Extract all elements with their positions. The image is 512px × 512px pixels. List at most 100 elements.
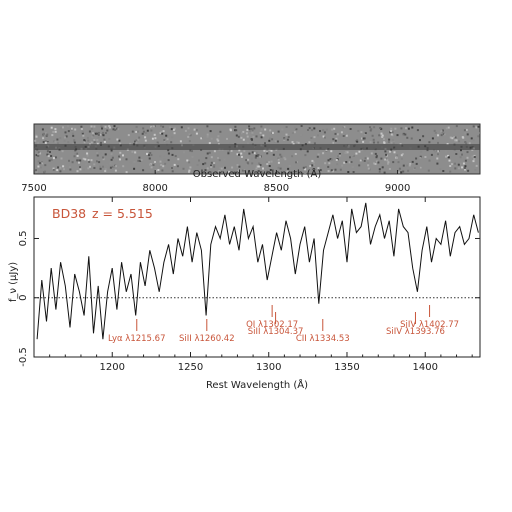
strip-noise-pixel	[129, 161, 132, 164]
strip-noise-pixel	[381, 135, 384, 138]
line-id-label: SiIV λ1402.77	[400, 320, 459, 330]
strip-noise-pixel	[81, 130, 84, 133]
strip-noise-pixel	[116, 165, 119, 168]
strip-noise-pixel	[473, 156, 476, 158]
strip-noise-pixel	[125, 158, 128, 161]
strip-noise-pixel	[436, 157, 439, 160]
top-tick-label: 8000	[142, 183, 167, 194]
strip-noise-pixel	[67, 125, 69, 128]
strip-noise-pixel	[357, 129, 360, 132]
strip-noise-pixel	[89, 165, 91, 168]
strip-noise-pixel	[88, 130, 91, 133]
strip-noise-pixel	[449, 170, 452, 173]
strip-noise-pixel	[464, 165, 467, 168]
strip-noise-pixel	[393, 141, 396, 143]
strip-noise-pixel	[313, 142, 316, 145]
strip-noise-pixel	[111, 165, 114, 168]
strip-noise-pixel	[54, 128, 57, 131]
strip-noise-pixel	[70, 127, 73, 130]
strip-noise-pixel	[179, 140, 182, 143]
strip-noise-pixel	[283, 156, 286, 159]
strip-noise-pixel	[363, 137, 366, 140]
strip-noise-pixel	[230, 149, 233, 152]
strip-noise-pixel	[177, 158, 180, 161]
strip-noise-pixel	[312, 161, 315, 164]
strip-noise-pixel	[150, 166, 153, 169]
strip-noise-pixel	[160, 163, 163, 166]
strip-noise-pixel	[259, 164, 262, 166]
strip-noise-pixel	[91, 135, 94, 138]
strip-noise-pixel	[461, 166, 464, 169]
strip-noise-pixel	[345, 161, 348, 163]
y-tick-label: 0.5	[18, 231, 29, 247]
strip-noise-pixel	[40, 166, 42, 169]
strip-noise-pixel	[310, 137, 313, 139]
strip-noise-pixel	[466, 156, 469, 159]
strip-noise-pixel	[146, 152, 148, 155]
strip-noise-pixel	[466, 133, 469, 136]
strip-noise-pixel	[63, 168, 65, 171]
strip-noise-pixel	[331, 128, 334, 131]
strip-noise-pixel	[41, 128, 44, 131]
strip-noise-pixel	[255, 151, 258, 154]
strip-noise-pixel	[473, 158, 476, 161]
top-tick-label: 7500	[21, 183, 46, 194]
strip-noise-pixel	[156, 141, 159, 144]
strip-noise-pixel	[141, 132, 144, 135]
strip-noise-pixel	[148, 154, 150, 157]
strip-noise-pixel	[306, 150, 309, 153]
strip-noise-pixel	[390, 127, 393, 130]
strip-noise-pixel	[377, 161, 380, 164]
x-axis-ticks: 1200 1250 1300 1350 1400	[49, 197, 473, 373]
strip-noise-pixel	[97, 133, 100, 136]
strip-noise-pixel	[246, 142, 249, 145]
strip-noise-pixel	[304, 166, 307, 168]
strip-noise-pixel	[61, 150, 64, 153]
strip-noise-pixel	[426, 149, 429, 152]
strip-noise-pixel	[74, 128, 77, 131]
strip-noise-pixel	[44, 141, 47, 144]
strip-noise-pixel	[277, 157, 280, 160]
strip-noise-pixel	[311, 164, 314, 167]
strip-noise-pixel	[300, 125, 303, 127]
strip-noise-pixel	[257, 165, 260, 168]
strip-noise-pixel	[457, 167, 460, 170]
strip-noise-pixel	[350, 161, 353, 163]
strip-noise-pixel	[208, 142, 211, 145]
strip-noise-pixel	[447, 154, 449, 157]
strip-noise-pixel	[387, 141, 390, 143]
strip-noise-pixel	[392, 142, 395, 145]
strip-noise-pixel	[371, 134, 374, 137]
strip-noise-pixel	[102, 131, 104, 134]
strip-noise-pixel	[35, 171, 38, 173]
strip-noise-pixel	[49, 151, 51, 153]
strip-noise-pixel	[327, 170, 330, 173]
strip-noise-pixel	[35, 135, 38, 138]
strip-noise-pixel	[42, 137, 45, 140]
strip-noise-pixel	[266, 170, 269, 173]
strip-noise-pixel	[114, 128, 117, 131]
strip-noise-pixel	[102, 158, 105, 161]
strip-noise-pixel	[213, 162, 216, 165]
x-tick-label: 1400	[413, 362, 438, 373]
strip-noise-pixel	[99, 133, 102, 136]
strip-noise-pixel	[313, 164, 316, 166]
strip-noise-pixel	[356, 140, 359, 143]
strip-noise-pixel	[343, 161, 346, 164]
strip-noise-pixel	[466, 151, 469, 154]
strip-noise-pixel	[400, 157, 403, 160]
strip-noise-pixel	[251, 138, 253, 141]
strip-noise-pixel	[44, 164, 47, 167]
strip-noise-pixel	[280, 155, 283, 158]
strip-noise-pixel	[118, 155, 121, 158]
strip-noise-pixel	[293, 131, 296, 134]
strip-noise-pixel	[257, 170, 260, 172]
strip-noise-pixel	[445, 127, 448, 130]
strip-noise-pixel	[400, 171, 403, 174]
strip-noise-pixel	[445, 155, 447, 158]
strip-noise-pixel	[381, 166, 384, 169]
strip-noise-pixel	[246, 135, 249, 138]
strip-noise-pixel	[151, 126, 154, 129]
strip-noise-pixel	[359, 159, 362, 162]
strip-noise-pixel	[133, 167, 136, 170]
